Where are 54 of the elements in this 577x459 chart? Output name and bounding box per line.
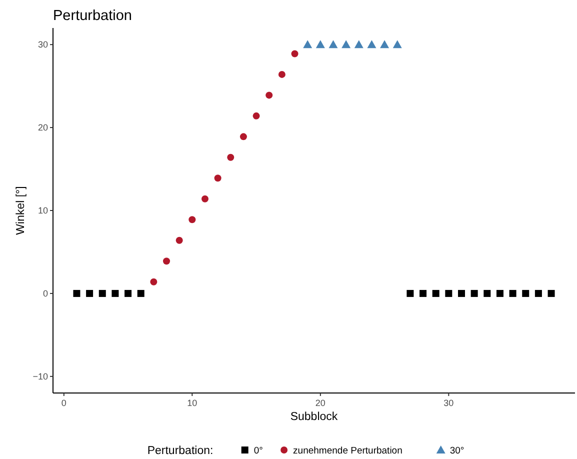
point — [392, 40, 402, 48]
point — [163, 258, 170, 265]
point — [328, 40, 338, 48]
y-tick-label: 30 — [38, 40, 48, 50]
point — [432, 290, 440, 297]
point — [86, 290, 94, 297]
point — [214, 174, 222, 182]
point — [73, 290, 80, 297]
point — [406, 290, 414, 297]
x-tick-label: 10 — [187, 398, 198, 408]
point — [380, 40, 390, 48]
point — [303, 40, 312, 48]
y-axis-title: Winkel [°] — [15, 186, 27, 235]
y-tick-label: 20 — [38, 122, 48, 133]
point — [522, 290, 530, 297]
point — [316, 40, 325, 48]
point — [484, 290, 491, 297]
point — [98, 290, 106, 297]
point — [124, 290, 132, 297]
legend-label: zunehmende Perturbation — [293, 446, 402, 456]
point — [342, 40, 351, 48]
point — [266, 92, 273, 99]
point — [496, 290, 504, 297]
point — [227, 154, 234, 161]
legend-label: 30° — [450, 446, 464, 456]
point — [354, 40, 364, 48]
point — [367, 40, 376, 48]
point — [240, 133, 247, 140]
point — [278, 70, 286, 78]
chart-title: Perturbation — [53, 8, 132, 24]
point — [188, 216, 196, 224]
point — [420, 290, 427, 297]
point — [176, 236, 183, 244]
point — [509, 290, 516, 297]
point — [112, 290, 119, 297]
y-tick-label: 0 — [42, 288, 48, 298]
point — [150, 278, 158, 286]
x-tick-label: 30 — [444, 398, 454, 408]
point — [201, 195, 208, 202]
point — [470, 290, 478, 297]
point — [291, 50, 298, 58]
point — [137, 290, 144, 297]
point — [458, 290, 465, 297]
legend-title: Perturbation: — [147, 445, 214, 457]
y-tick-label: −10 — [32, 371, 48, 382]
point — [548, 290, 555, 297]
legend-label: 0° — [254, 446, 264, 456]
point — [534, 290, 542, 297]
x-axis-title: Subblock — [290, 411, 338, 423]
x-tick-label: 0 — [61, 398, 66, 408]
point — [445, 290, 452, 297]
y-tick-label: 10 — [38, 206, 48, 216]
point — [252, 112, 260, 120]
x-tick-label: 20 — [315, 398, 326, 408]
